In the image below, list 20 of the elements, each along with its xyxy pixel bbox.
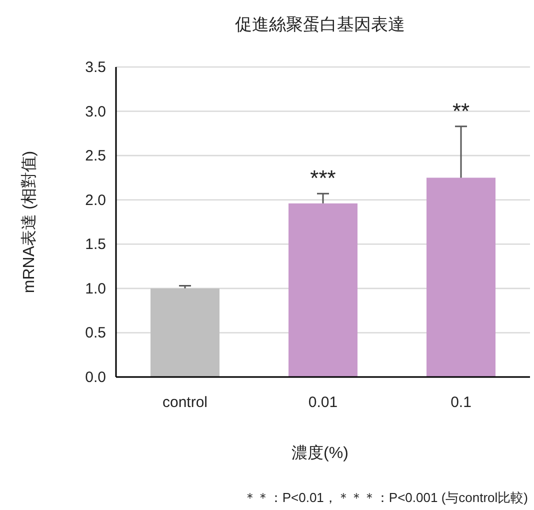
y-axis-title: mRNA表達 (相對值)	[20, 150, 38, 294]
x-tick-label: 0.1	[450, 394, 472, 411]
bar	[426, 178, 496, 377]
y-tick-label: 2.0	[85, 192, 106, 209]
annotation: ***	[310, 166, 336, 191]
bar	[150, 288, 220, 377]
chart-title: 促進絲聚蛋白基因表達	[235, 15, 405, 34]
annotation: **	[452, 98, 470, 124]
y-tick-label: 0.0	[85, 369, 106, 386]
bar	[288, 203, 358, 377]
x-tick-label: 0.01	[308, 394, 338, 411]
y-tick-label: 1.5	[85, 236, 106, 254]
x-axis-title: 濃度(%)	[292, 444, 348, 462]
text: ＊＊：P<0.01，＊＊＊：P<0.001 (与control比較)	[243, 490, 528, 505]
y-tick-label: 0.5	[85, 324, 106, 342]
y-tick-label: 1.0	[85, 280, 106, 298]
y-tick-label: 3.5	[85, 59, 106, 76]
y-tick-label: 3.0	[85, 103, 106, 120]
y-tick-label: 2.5	[85, 148, 106, 165]
x-tick-label: control	[162, 394, 208, 411]
